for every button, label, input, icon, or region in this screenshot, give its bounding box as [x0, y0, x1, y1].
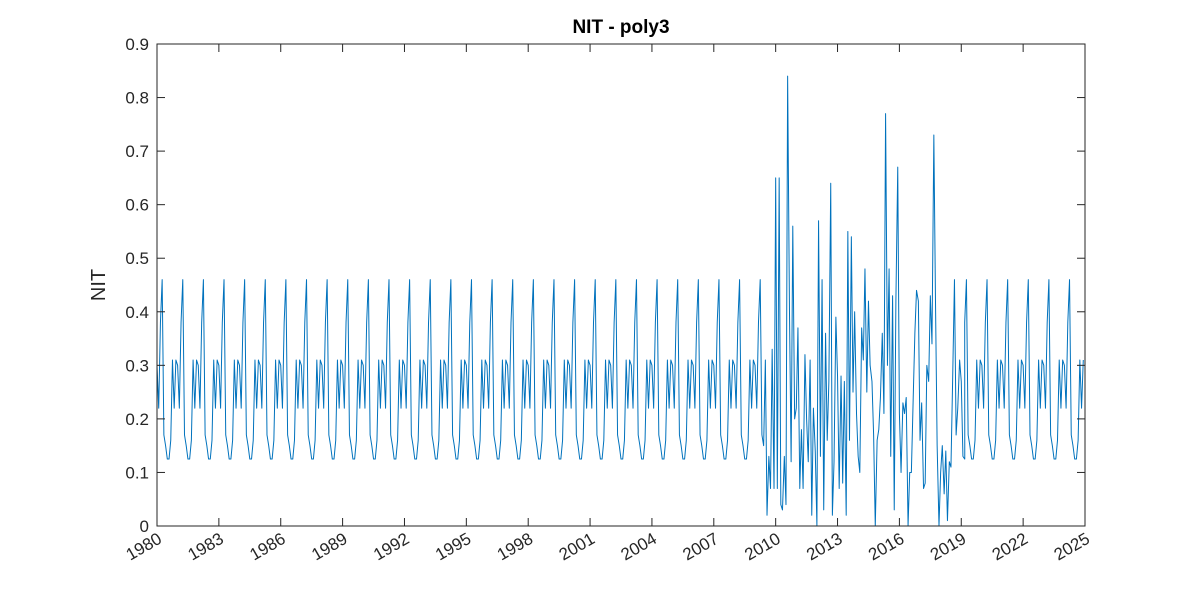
series-layer [156, 75, 1084, 527]
y-tick-label: 0.2 [125, 410, 149, 429]
axes-box [156, 43, 1086, 527]
y-tick-label: 0.5 [125, 249, 149, 268]
chart-title: NIT - poly3 [572, 17, 669, 38]
y-tick-label: 0.1 [125, 463, 149, 482]
y-axis-label: NIT [88, 269, 110, 301]
y-tick-label: 0.9 [125, 35, 149, 54]
series-line [156, 75, 1084, 527]
y-axis: 0 0.1 0.2 0.3 0.4 0.5 0.6 0.7 0.8 0.9 [125, 35, 1085, 536]
y-tick-label: 0 [140, 517, 149, 536]
y-tick-label: 0.7 [125, 142, 149, 161]
y-tick-label: 0.3 [125, 356, 149, 375]
y-tick-label: 0.6 [125, 196, 149, 215]
y-tick-label: 0.8 [125, 89, 149, 108]
y-tick-label: 0.4 [125, 303, 149, 322]
plot-area [157, 44, 1085, 526]
